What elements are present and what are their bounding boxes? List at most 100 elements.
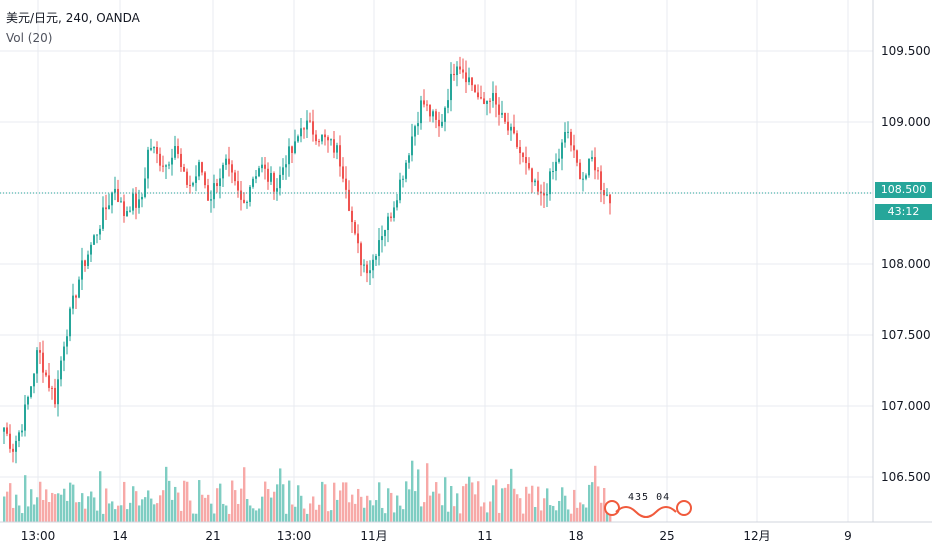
volume-bar: [270, 497, 273, 522]
candle-body: [135, 193, 137, 208]
candle-body: [426, 104, 428, 106]
candle-body: [567, 131, 569, 133]
candle-body: [141, 196, 143, 200]
candle-body: [273, 173, 275, 192]
candle-body: [66, 336, 68, 347]
volume-bar: [354, 503, 357, 522]
candle-body: [498, 104, 500, 115]
volume-bar: [534, 507, 537, 522]
volume-bar: [348, 502, 351, 522]
candle-body: [237, 181, 239, 191]
volume-bar: [273, 491, 276, 522]
volume-bar: [516, 494, 519, 522]
volume-bar: [186, 481, 189, 522]
volume-bar: [285, 513, 288, 522]
volume-bar: [303, 508, 306, 522]
volume-bar: [201, 494, 204, 522]
volume-bar: [177, 492, 180, 522]
candle-body: [33, 373, 35, 387]
candle-body: [423, 100, 425, 105]
volume-bar: [81, 493, 84, 522]
volume-bar: [237, 503, 240, 522]
candle-body: [420, 100, 422, 124]
volume-bar: [372, 505, 375, 522]
volume-bar: [420, 506, 423, 522]
candle-body: [405, 162, 407, 179]
volume-bar: [438, 493, 441, 522]
candle-body: [291, 146, 293, 153]
candle-body: [303, 128, 305, 130]
candle-body: [63, 346, 65, 361]
volume-bar: [90, 491, 93, 522]
time-tick-label: 25: [659, 529, 674, 543]
volume-bar: [258, 508, 261, 522]
volume-bar: [411, 460, 414, 522]
candle-body: [69, 308, 71, 337]
candle-body: [186, 171, 188, 185]
volume-bar: [168, 480, 171, 522]
volume-bar: [492, 485, 495, 522]
candle-body: [267, 168, 269, 182]
volume-bar: [216, 488, 219, 522]
volume-bar: [165, 466, 168, 522]
candle-body: [429, 104, 431, 117]
candle-body: [408, 155, 410, 163]
candle-body: [288, 146, 290, 165]
candle-body: [255, 176, 257, 179]
candle-body: [48, 375, 50, 388]
candle-body: [456, 66, 458, 76]
candle-body: [606, 194, 608, 196]
volume-bar: [39, 481, 42, 522]
candle-body: [174, 146, 176, 158]
volume-bar: [312, 496, 315, 522]
candle-body: [360, 243, 362, 266]
volume-bar: [135, 491, 138, 522]
volume-bar: [48, 502, 51, 522]
candle-body: [294, 141, 296, 153]
volume-bar: [447, 511, 450, 522]
volume-bar: [330, 510, 333, 522]
volume-bar: [417, 469, 420, 522]
volume-bar: [294, 506, 297, 522]
volume-bar: [57, 493, 60, 522]
candle-body: [582, 178, 584, 180]
price-candles: [3, 56, 611, 464]
candle-body: [12, 448, 14, 452]
candle-body: [513, 126, 515, 134]
data-source: OANDA: [96, 11, 140, 25]
volume-bar: [384, 513, 387, 522]
candle-body: [501, 112, 503, 115]
volume-bar: [102, 513, 105, 522]
candle-body: [228, 158, 230, 165]
volume-bar: [108, 503, 111, 522]
volume-bar: [246, 499, 249, 522]
volume-bar: [249, 505, 252, 522]
candle-body: [120, 201, 122, 203]
candle-body: [6, 427, 8, 434]
candle-body: [411, 136, 413, 156]
volume-bar: [138, 505, 141, 522]
volume-bar: [267, 489, 270, 522]
volume-bar: [120, 505, 123, 522]
volume-bar: [198, 480, 201, 522]
candle-body: [90, 244, 92, 255]
chart-legend: 美元/日元, 240, OANDA Vol (20): [6, 8, 140, 48]
volume-bar: [36, 497, 39, 522]
candle-body: [183, 166, 185, 172]
candle-body: [495, 93, 497, 105]
volume-bar: [144, 497, 147, 522]
candle-body: [222, 164, 224, 179]
candle-body: [318, 141, 320, 143]
candle-body: [258, 168, 260, 177]
candle-body: [534, 180, 536, 183]
candle-body: [36, 350, 38, 374]
symbol-name[interactable]: 美元/日元: [6, 11, 59, 25]
volume-bar: [504, 487, 507, 522]
interval[interactable]: 240: [65, 11, 89, 25]
time-tick-label: 13:00: [277, 529, 312, 543]
candle-body: [375, 256, 377, 260]
volume-bar: [114, 509, 117, 522]
volume-indicator-label[interactable]: Vol (20): [6, 31, 53, 45]
volume-bar: [282, 484, 285, 522]
